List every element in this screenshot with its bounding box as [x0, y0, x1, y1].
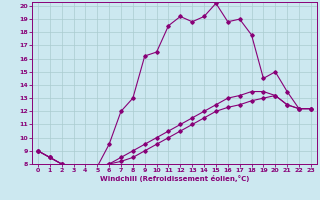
X-axis label: Windchill (Refroidissement éolien,°C): Windchill (Refroidissement éolien,°C): [100, 175, 249, 182]
